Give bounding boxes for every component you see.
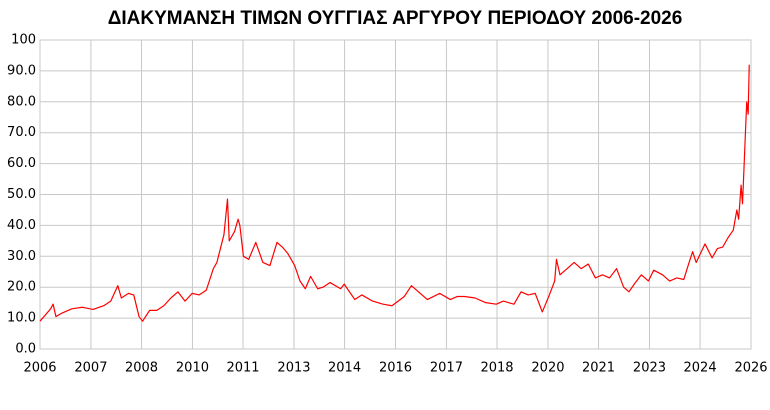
y-tick-label: 10.0 [7, 311, 36, 326]
y-tick-label: 60.0 [7, 156, 36, 171]
y-tick-label: 20.0 [7, 280, 36, 295]
x-tick-label: 2020 [531, 361, 564, 376]
y-tick-label: 100 [11, 33, 36, 48]
x-tick-label: 2011 [226, 361, 259, 376]
y-tick-label: 40.0 [7, 218, 36, 233]
y-tick-label: 90.0 [7, 63, 36, 78]
x-tick-label: 2023 [633, 361, 666, 376]
x-tick-label: 2008 [125, 361, 158, 376]
y-tick-label: 80.0 [7, 94, 36, 109]
x-tick-label: 2024 [684, 361, 717, 376]
y-tick-label: 30.0 [7, 249, 36, 264]
x-tick-label: 2010 [176, 361, 209, 376]
x-tick-label: 2021 [582, 361, 615, 376]
y-tick-label: 70.0 [7, 125, 36, 140]
x-tick-label: 2007 [74, 361, 107, 376]
chart-title: ΔΙΑΚΥΜΑΝΣΗ ΤΙΜΩΝ ΟΥΓΓΙΑΣ ΑΡΓΥΡΟΥ ΠΕΡΙΟΔΟ… [108, 8, 683, 29]
x-tick-label: 2026 [734, 361, 767, 376]
x-tick-label: 2014 [328, 361, 361, 376]
plot-frame [39, 39, 752, 350]
x-tick-label: 2017 [430, 361, 463, 376]
x-tick-label: 2018 [480, 361, 513, 376]
x-tick-label: 2013 [277, 361, 310, 376]
y-tick-label: 50.0 [7, 187, 36, 202]
x-tick-label: 2016 [379, 361, 412, 376]
y-tick-label: 0.0 [15, 342, 36, 357]
x-tick-label: 2006 [23, 361, 56, 376]
price-line [39, 64, 750, 322]
